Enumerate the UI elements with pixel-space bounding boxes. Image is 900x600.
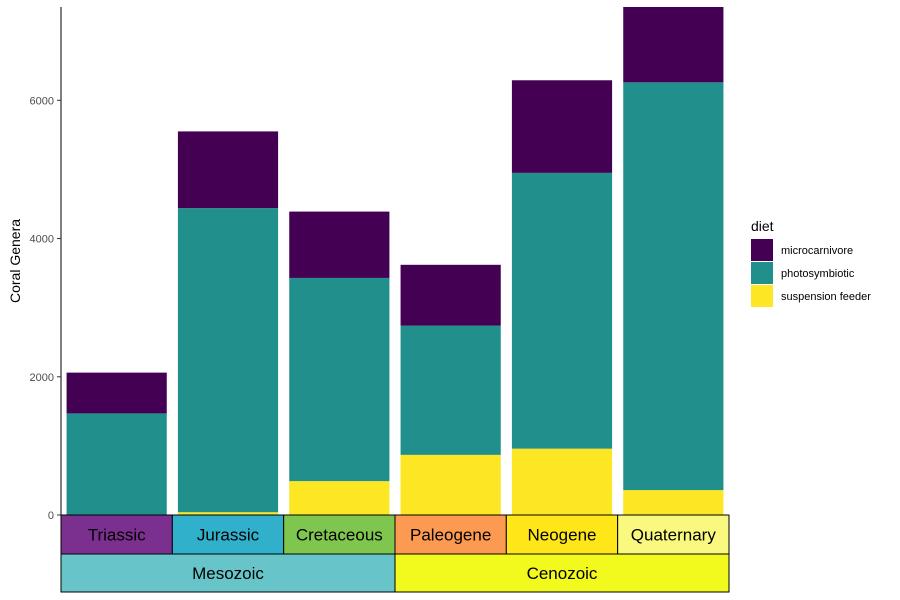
- period-label-quaternary: Quaternary: [631, 526, 717, 545]
- bar-neogene-photosymbiotic: [511, 172, 613, 449]
- bar-triassic-photosymbiotic: [66, 413, 167, 515]
- bar-paleogene-photosymbiotic: [400, 325, 501, 455]
- bar-cretaceous-suspension-feeder: [289, 481, 390, 515]
- era-box-cenozoic: [394, 553, 730, 593]
- bar-jurassic-photosymbiotic: [177, 208, 279, 513]
- y-tick-label-0: 0: [48, 510, 54, 522]
- bar-jurassic-suspension-feeder: [177, 512, 279, 515]
- period-label-cretaceous: Cretaceous: [296, 526, 383, 545]
- bar-cretaceous-photosymbiotic: [289, 277, 390, 482]
- legend-title: diet: [751, 218, 774, 234]
- bar-quaternary-microcarnivore: [623, 7, 724, 83]
- legend: diet microcarnivore photosymbiotic suspensi…: [751, 218, 871, 307]
- legend-key-photosymbiotic: [751, 262, 773, 284]
- y-axis-title: Coral Genera: [7, 219, 23, 303]
- bar-quaternary-photosymbiotic: [623, 82, 724, 491]
- y-tick-label-4000: 4000: [30, 234, 54, 246]
- bar-neogene-microcarnivore: [511, 80, 613, 173]
- period-box-neogene: [505, 514, 619, 555]
- bars-layer: [66, 7, 724, 515]
- bar-jurassic-microcarnivore: [177, 131, 279, 209]
- era-label-cenozoic: Cenozoic: [527, 564, 598, 583]
- geologic-time-scale: Triassic Jurassic Cretaceous Paleogene Neoge…: [60, 514, 730, 593]
- period-label-jurassic: Jurassic: [197, 526, 260, 545]
- bar-paleogene-microcarnivore: [400, 264, 501, 326]
- period-box-quaternary: [617, 514, 730, 555]
- bar-cretaceous-microcarnivore: [289, 211, 390, 278]
- y-axis: 0 2000 4000 6000: [30, 7, 62, 522]
- y-tick-label-2000: 2000: [30, 372, 54, 384]
- bar-triassic-microcarnivore: [66, 372, 167, 414]
- bar-quaternary-suspension-feeder: [623, 490, 724, 515]
- y-tick-label-6000: 6000: [30, 95, 54, 107]
- legend-label-suspension-feeder: suspension feeder: [781, 291, 871, 303]
- period-box-triassic: [60, 514, 173, 555]
- legend-label-microcarnivore: microcarnivore: [781, 245, 853, 257]
- period-label-triassic: Triassic: [88, 526, 146, 545]
- legend-label-photosymbiotic: photosymbiotic: [781, 268, 855, 280]
- period-label-neogene: Neogene: [527, 526, 596, 545]
- legend-key-suspension-feeder: [751, 285, 773, 307]
- legend-key-microcarnivore: [751, 239, 773, 261]
- period-label-paleogene: Paleogene: [410, 526, 491, 545]
- era-label-mesozoic: Mesozoic: [192, 564, 264, 583]
- bar-paleogene-suspension-feeder: [400, 454, 501, 515]
- bar-neogene-suspension-feeder: [511, 448, 613, 515]
